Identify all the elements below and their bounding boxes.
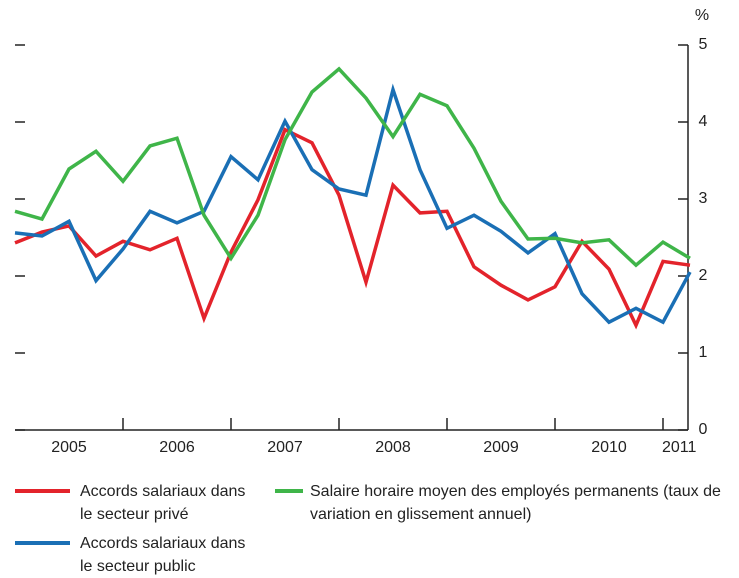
y-tick-label: 3	[699, 190, 708, 207]
y-tick-label: 5	[699, 36, 708, 53]
x-tick-label: 2011	[662, 439, 697, 456]
legend-swatch	[15, 541, 70, 545]
legend-label: Accords salariaux dans le secteur privé	[80, 483, 246, 523]
legend-label: Salaire horaire moyen des employés perma…	[310, 483, 721, 523]
y-tick-label: 1	[699, 344, 708, 361]
series-line	[14, 83, 692, 325]
x-tick-label: 2008	[375, 439, 411, 456]
x-tick-label: 2010	[591, 439, 627, 456]
x-tick-label: 2009	[483, 439, 519, 456]
chart: % 0 1 2 3 4 5 2005 2006 2007 2008 2009 2010 2011	[14, 7, 709, 456]
y-unit: %	[695, 7, 709, 24]
x-tick-label: 2005	[51, 439, 87, 456]
legend-label: Accords salariaux dans le secteur public	[80, 535, 246, 575]
x-tick-label: 2007	[267, 439, 303, 456]
legend-swatch	[15, 489, 70, 493]
y-tick-label: 2	[699, 267, 708, 284]
series-line	[14, 66, 691, 268]
y-tick-label: 0	[699, 421, 708, 438]
x-tick-label: 2006	[159, 439, 195, 456]
y-tick-label: 4	[699, 113, 708, 130]
series-line	[14, 127, 691, 330]
legend-swatch	[275, 489, 303, 493]
